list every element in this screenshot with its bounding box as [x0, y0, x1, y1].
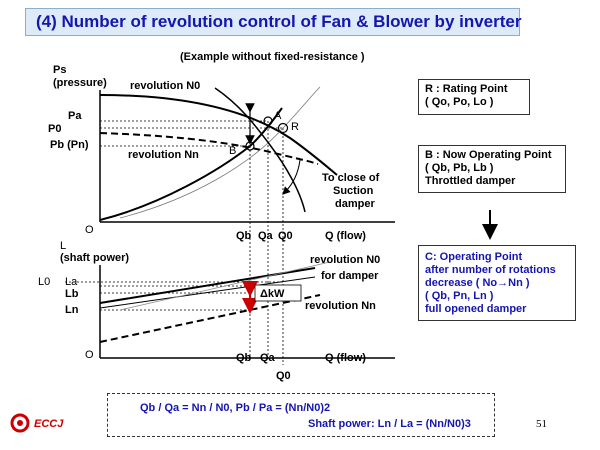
curve-nn-label: revolution Nn: [128, 149, 199, 161]
tick-q0-lower: Q0: [276, 370, 291, 382]
now-point-line1: B : Now Operating Point: [425, 149, 552, 161]
tick-p0: P0: [48, 123, 62, 135]
diagram-subtitle: (Example without fixed-resistance ): [180, 51, 365, 63]
upper-y-label-1: Ps: [53, 64, 67, 76]
tick-qa-upper: Qa: [258, 230, 273, 242]
upper-y-label-2: (pressure): [53, 77, 107, 89]
point-a-label: A: [274, 110, 282, 122]
tick-q0-upper: Q0: [278, 230, 293, 242]
system-curve-rated: [119, 86, 321, 219]
tick-qb-upper: Qb: [236, 230, 252, 242]
tick-pa: Pa: [68, 110, 82, 122]
now-point-line3: Throttled damper: [425, 175, 516, 187]
delta-kw-box: [254, 284, 302, 302]
lower-y-label-2: (shaft power): [60, 252, 130, 264]
upper-x-label: Q (flow): [325, 230, 366, 242]
damper-note-2: Suction: [333, 185, 374, 197]
lower-nn-label: revolution Nn: [305, 300, 376, 312]
damper-arrow: [282, 159, 301, 195]
c-point-line4: ( Qb, Pn, Ln ): [425, 290, 494, 302]
tick-qa-lower: Qa: [260, 352, 275, 364]
lower-n0-label-1: revolution N0: [310, 254, 381, 266]
title-bar: (4) Number of revolution control of Fan …: [25, 8, 522, 36]
formula-line2: Shaft power: Ln / La = (Nn/N0)3: [308, 418, 471, 430]
tick-lb: Lb: [65, 288, 79, 300]
c-point-line1: C: Operating Point: [425, 251, 523, 263]
lower-x-label: Q (flow): [325, 352, 366, 364]
power-line-thin: [119, 261, 331, 311]
tick-pb: Pb (Pn): [50, 139, 89, 151]
formula-box: Qb / Qa = Nn / N0, Pb / Pa = (Nn/N0)2 Sh…: [107, 393, 495, 437]
c-point-line3: decrease ( No→Nn ): [425, 277, 530, 289]
tick-l0: L0: [38, 276, 51, 288]
c-point-line5: full opened damper: [425, 303, 527, 315]
curve-n0-label: revolution N0: [130, 80, 201, 92]
page-title: (4) Number of revolution control of Fan …: [36, 12, 522, 31]
rating-point-line2: ( Qo, Po, Lo ): [425, 96, 494, 108]
eccj-logo-icon: [10, 413, 30, 433]
logo-text: ECCJ: [34, 418, 64, 430]
upper-origin: O: [85, 224, 94, 236]
formula-line1: Qb / Qa = Nn / N0, Pb / Pa = (Nn/N0)2: [140, 402, 331, 414]
point-r-label: R: [291, 121, 299, 133]
delta-kw-label: ΔkW: [260, 288, 285, 300]
lower-origin: O: [85, 349, 94, 361]
damper-note-1: To close of: [322, 172, 380, 184]
tick-la: La: [65, 276, 78, 288]
c-point-line2: after number of rotations: [425, 264, 556, 276]
curve-revolution-n0: [99, 94, 338, 176]
point-b-label: B: [229, 145, 237, 157]
now-operating-point-box: B : Now Operating Point ( Qb, Pb, Lb ) T…: [418, 145, 566, 193]
tick-qb-lower: Qb: [236, 352, 252, 364]
point-r-marker: [277, 122, 289, 134]
damper-note-3: damper: [335, 198, 375, 210]
page-number: 51: [536, 418, 547, 430]
rating-point-line1: R : Rating Point: [425, 83, 508, 95]
point-a-marker: [263, 116, 273, 126]
damper-curve: [214, 87, 306, 213]
lower-n0-label-2: for damper: [321, 270, 379, 282]
power-line-damper: [99, 276, 316, 309]
lower-y-label-1: L: [60, 240, 67, 252]
now-point-line2: ( Qb, Pb, Lb ): [425, 162, 494, 174]
tick-ln: Ln: [65, 304, 79, 316]
power-line-nn: [99, 294, 321, 343]
rating-point-box: R : Rating Point ( Qo, Po, Lo ): [418, 79, 530, 115]
operating-point-c-box: C: Operating Point after number of rotat…: [418, 245, 576, 321]
